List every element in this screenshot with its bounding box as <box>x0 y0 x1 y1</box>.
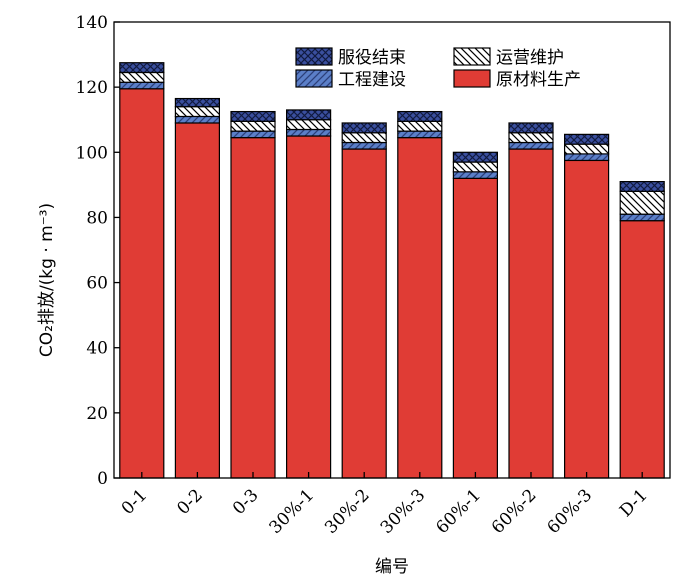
legend-swatch <box>453 69 491 88</box>
bar-30%-3-series-0 <box>397 137 443 479</box>
y-tick-label: 20 <box>86 404 108 424</box>
bar-0-2-series-0 <box>174 122 220 479</box>
bar-60%-3-series-0 <box>563 159 610 479</box>
bar-60%-2-series-2 <box>508 132 554 144</box>
x-tick-label: D-1 <box>616 485 652 521</box>
y-tick-label: 100 <box>76 143 108 163</box>
bar-60%-1-series-3 <box>452 151 498 163</box>
y-tick-label: 60 <box>86 274 108 294</box>
bar-D-1-series-2 <box>619 190 665 215</box>
bar-60%-3-series-1 <box>563 153 610 162</box>
y-tick-label: 80 <box>86 208 108 228</box>
x-tick-label: 60%-1 <box>432 485 485 538</box>
bar-60%-3-series-2 <box>563 143 610 155</box>
x-tick-label: 60%-3 <box>544 485 597 538</box>
bar-60%-1-series-2 <box>452 161 498 173</box>
bar-60%-2-series-1 <box>508 141 554 150</box>
bar-0-1-series-1 <box>119 81 165 90</box>
bar-0-1-series-2 <box>119 71 165 83</box>
y-axis-label: CO₂排放/(kg · m⁻³) <box>37 203 57 357</box>
y-tick-label: 0 <box>97 469 108 489</box>
bar-D-1-series-0 <box>619 220 665 479</box>
bar-30%-2-series-1 <box>341 141 387 150</box>
bar-30%-1-series-1 <box>286 128 332 137</box>
x-tick-label: 30%-1 <box>266 485 319 538</box>
y-tick-label: 120 <box>76 78 108 98</box>
bar-30%-2-series-0 <box>341 148 387 479</box>
bar-0-2-series-2 <box>174 106 220 118</box>
bar-0-3-series-1 <box>230 130 276 139</box>
legend-label: 服役结束 <box>338 48 406 68</box>
bar-30%-1-series-3 <box>286 109 332 121</box>
bars-group <box>119 62 665 479</box>
bar-0-2-series-3 <box>174 97 220 108</box>
legend-swatch <box>453 47 491 66</box>
bar-60%-2-series-3 <box>508 122 554 134</box>
x-axis-label: 编号 <box>375 557 409 577</box>
x-tick-label: 60%-2 <box>488 485 541 538</box>
bar-30%-3-series-2 <box>397 120 443 132</box>
bar-60%-2-series-0 <box>508 148 554 479</box>
bar-30%-1-series-2 <box>286 119 332 131</box>
bar-30%-2-series-2 <box>341 132 387 144</box>
x-tick-label: 0-2 <box>173 485 207 519</box>
y-tick-label: 140 <box>76 13 108 33</box>
bar-30%-2-series-3 <box>341 122 387 134</box>
bar-D-1-series-1 <box>619 213 665 222</box>
y-tick-label: 40 <box>86 339 108 359</box>
bar-30%-3-series-1 <box>397 130 443 139</box>
bar-0-3-series-2 <box>230 120 276 132</box>
x-tick-label: 30%-3 <box>377 485 430 538</box>
x-tick-label: 30%-2 <box>321 485 374 538</box>
axes-group <box>113 21 671 479</box>
bar-30%-1-series-0 <box>286 135 332 479</box>
bar-D-1-series-3 <box>619 181 665 192</box>
bar-0-2-series-1 <box>174 115 220 124</box>
legend-label: 运营维护 <box>496 48 564 68</box>
legend-swatch <box>295 47 333 66</box>
bar-0-3-series-0 <box>230 137 276 479</box>
legend-label: 工程建设 <box>338 70 406 90</box>
bar-0-3-series-3 <box>230 110 276 122</box>
bar-60%-1-series-0 <box>452 177 498 479</box>
x-tick-label: 0-1 <box>118 485 152 519</box>
legend-swatch <box>295 69 333 88</box>
bar-30%-3-series-3 <box>397 110 443 122</box>
x-tick-label: 0-3 <box>229 485 263 519</box>
legend-label: 原材料生产 <box>496 70 581 90</box>
bar-60%-1-series-1 <box>452 171 498 179</box>
bar-60%-3-series-3 <box>563 133 610 145</box>
bar-0-1-series-0 <box>119 88 165 479</box>
plot-frame <box>113 21 671 479</box>
bar-0-1-series-3 <box>119 62 165 74</box>
